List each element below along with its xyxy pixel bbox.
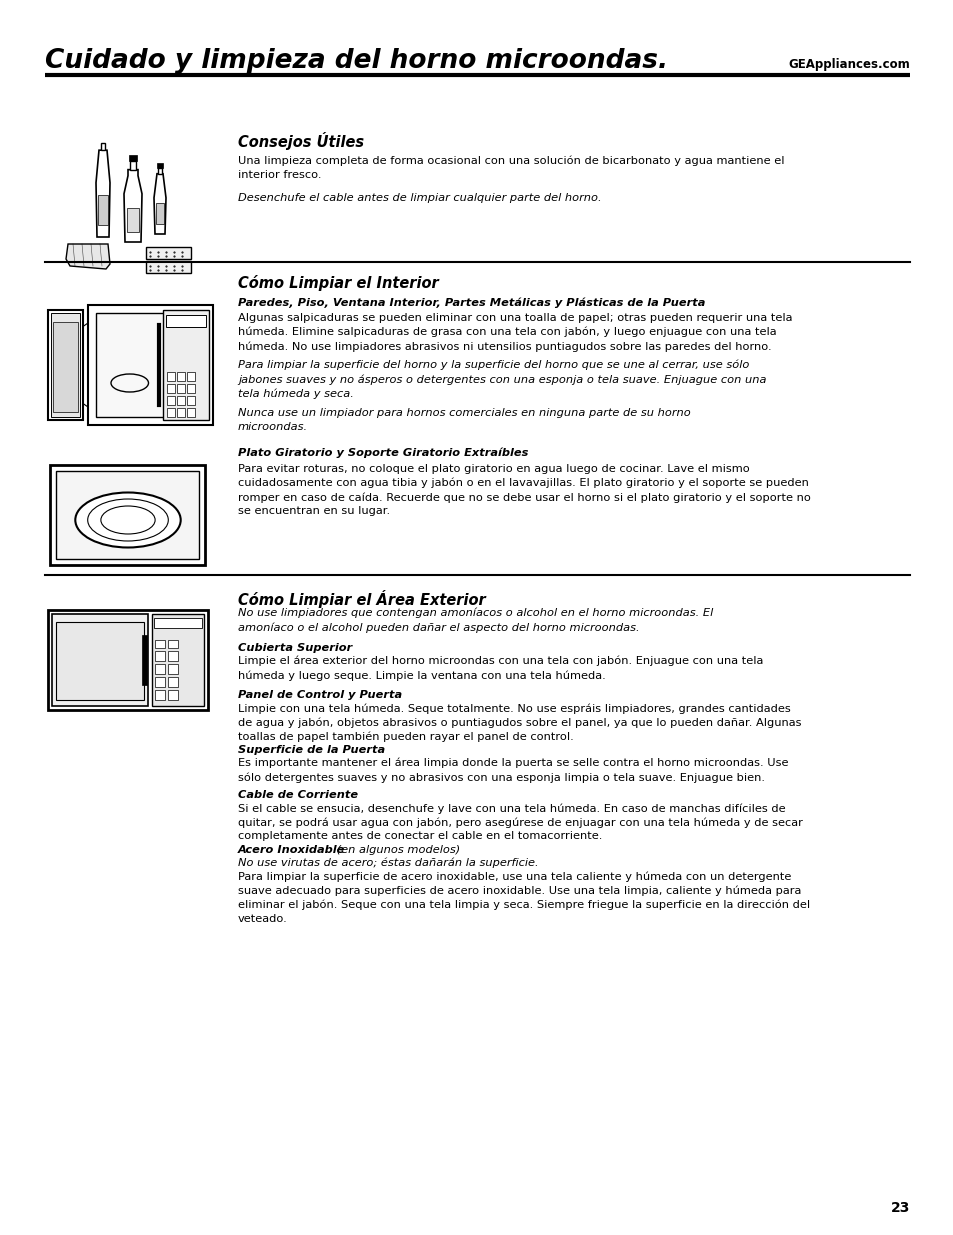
- Text: Consejos Útiles: Consejos Útiles: [237, 132, 364, 149]
- Bar: [168, 651, 178, 661]
- Bar: [146, 261, 191, 273]
- Bar: [146, 247, 191, 259]
- Bar: [96, 312, 165, 417]
- Bar: [187, 396, 194, 405]
- Bar: [158, 168, 162, 174]
- Bar: [127, 209, 139, 232]
- Text: Desenchufe el cable antes de limpiar cualquier parte del horno.: Desenchufe el cable antes de limpiar cua…: [237, 193, 601, 203]
- Text: (en algunos modelos): (en algunos modelos): [333, 845, 459, 855]
- Bar: [156, 203, 164, 225]
- Bar: [168, 690, 178, 700]
- Text: GEAppliances.com: GEAppliances.com: [787, 58, 909, 70]
- Bar: [167, 408, 174, 417]
- Text: Cubierta Superior: Cubierta Superior: [237, 643, 352, 653]
- Polygon shape: [66, 245, 110, 269]
- Bar: [154, 651, 165, 661]
- Bar: [153, 618, 202, 629]
- Bar: [142, 635, 147, 685]
- Bar: [168, 677, 178, 687]
- Bar: [98, 195, 108, 225]
- Text: Superficie de la Puerta: Superficie de la Puerta: [237, 745, 385, 755]
- Text: Cómo Limpiar el Área Exterior: Cómo Limpiar el Área Exterior: [237, 590, 485, 608]
- Bar: [51, 312, 80, 417]
- Polygon shape: [153, 174, 166, 233]
- Text: Limpie el área exterior del horno microondas con una tela con jabón. Enjuague co: Limpie el área exterior del horno microo…: [237, 656, 762, 680]
- Text: Cable de Corriente: Cable de Corriente: [237, 790, 357, 800]
- Bar: [53, 322, 78, 412]
- Bar: [177, 408, 185, 417]
- Bar: [56, 471, 199, 559]
- Bar: [154, 640, 165, 648]
- Ellipse shape: [75, 493, 180, 547]
- Polygon shape: [124, 169, 142, 242]
- Bar: [129, 156, 137, 162]
- Bar: [167, 396, 174, 405]
- Bar: [177, 396, 185, 405]
- Bar: [56, 622, 144, 700]
- Text: Para limpiar la superficie de acero inoxidable, use una tela caliente y húmeda c: Para limpiar la superficie de acero inox…: [237, 871, 809, 924]
- Bar: [167, 384, 174, 393]
- Text: Plato Giratorio y Soporte Giratorio Extraíbles: Plato Giratorio y Soporte Giratorio Extr…: [237, 448, 528, 458]
- Bar: [154, 664, 165, 674]
- Bar: [166, 315, 206, 327]
- Text: Una limpieza completa de forma ocasional con una solución de bicarbonato y agua : Una limpieza completa de forma ocasional…: [237, 156, 783, 180]
- Bar: [187, 384, 194, 393]
- Text: Nunca use un limpiador para hornos comerciales en ninguna parte de su horno
micr: Nunca use un limpiador para hornos comer…: [237, 408, 690, 431]
- Bar: [48, 610, 208, 710]
- Bar: [52, 614, 148, 706]
- Text: Para limpiar la superficie del horno y la superficie del horno que se une al cer: Para limpiar la superficie del horno y l…: [237, 359, 765, 399]
- Text: Panel de Control y Puerta: Panel de Control y Puerta: [237, 690, 402, 700]
- Text: 23: 23: [890, 1200, 909, 1215]
- Bar: [157, 163, 163, 168]
- Bar: [168, 664, 178, 674]
- Text: Si el cable se ensucia, desenchufe y lave con una tela húmeda. En caso de mancha: Si el cable se ensucia, desenchufe y lav…: [237, 803, 802, 841]
- Text: Es importante mantener el área limpia donde la puerta se selle contra el horno m: Es importante mantener el área limpia do…: [237, 758, 788, 783]
- Bar: [187, 408, 194, 417]
- Text: Para evitar roturas, no coloque el plato giratorio en agua luego de cocinar. Lav: Para evitar roturas, no coloque el plato…: [237, 464, 810, 516]
- Text: No use virutas de acero; éstas dañarán la superficie.: No use virutas de acero; éstas dañarán l…: [237, 858, 538, 868]
- Text: Paredes, Piso, Ventana Interior, Partes Metálicas y Plásticas de la Puerta: Paredes, Piso, Ventana Interior, Partes …: [237, 296, 704, 308]
- Bar: [167, 372, 174, 382]
- Bar: [154, 677, 165, 687]
- Bar: [177, 372, 185, 382]
- Text: Limpie con una tela húmeda. Seque totalmente. No use espráis limpiadores, grande: Limpie con una tela húmeda. Seque totalm…: [237, 703, 801, 742]
- Text: Cuidado y limpieza del horno microondas.: Cuidado y limpieza del horno microondas.: [45, 48, 667, 74]
- Bar: [88, 305, 213, 425]
- Polygon shape: [96, 151, 110, 237]
- Bar: [101, 143, 105, 151]
- Bar: [163, 310, 209, 420]
- Text: No use limpiadores que contengan amoníacos o alcohol en el horno microondas. El
: No use limpiadores que contengan amoníac…: [237, 608, 713, 632]
- Bar: [177, 384, 185, 393]
- Bar: [154, 690, 165, 700]
- Text: Acero Inoxidable: Acero Inoxidable: [237, 845, 345, 855]
- Bar: [48, 310, 83, 420]
- Bar: [51, 466, 205, 564]
- Text: Algunas salpicaduras se pueden eliminar con una toalla de papel; otras pueden re: Algunas salpicaduras se pueden eliminar …: [237, 312, 792, 352]
- Text: Cómo Limpiar el Interior: Cómo Limpiar el Interior: [237, 275, 438, 291]
- Bar: [130, 162, 136, 169]
- Bar: [187, 372, 194, 382]
- Bar: [152, 614, 204, 706]
- Bar: [168, 640, 178, 648]
